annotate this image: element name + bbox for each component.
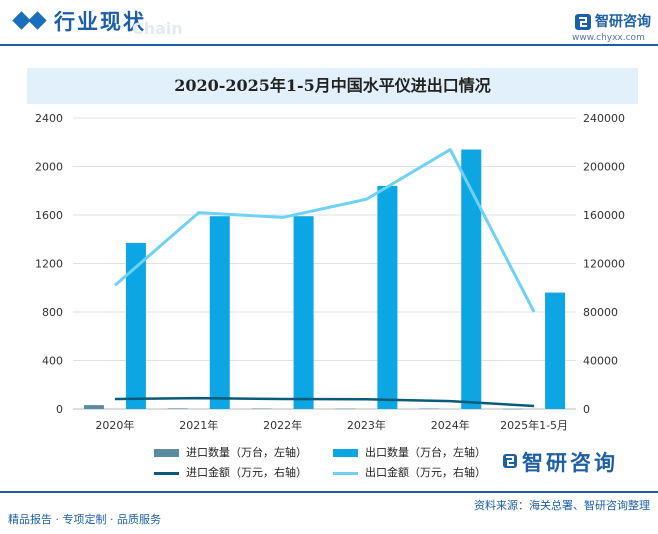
y-left-tick-label: 2000 — [35, 161, 63, 174]
bar-export-qty — [377, 185, 398, 409]
legend-label: 进口数量（万台，左轴） — [186, 446, 307, 459]
bar-export-qty — [461, 149, 482, 409]
legend-swatch — [154, 449, 179, 457]
y-right-tick-label: 200000 — [583, 161, 625, 174]
chart-legend: 进口数量（万台，左轴） 出口数量（万台，左轴） 进口金额（万元，右轴） 出口金额… — [0, 441, 658, 481]
footer-divider — [0, 491, 658, 493]
brand-name: 智研咨询 — [595, 14, 651, 30]
x-tick-label: 2025年1-5月 — [500, 418, 568, 432]
bar-export-qty — [293, 216, 314, 409]
y-left-tick-label: 1200 — [35, 258, 63, 271]
y-right-tick-label: 120000 — [583, 258, 625, 271]
legend-label: 出口数量（万台，左轴） — [365, 446, 486, 459]
diamond-icon — [28, 11, 47, 30]
chart-title: 2020-2025年1-5月中国水平仪进出口情况 — [174, 76, 491, 95]
bar-import-qty — [167, 408, 188, 409]
legend-swatch — [333, 472, 358, 475]
bar-import-qty — [503, 408, 524, 410]
bar-import-qty — [335, 408, 356, 410]
header-divider — [0, 44, 658, 46]
y-left-tick-label: 800 — [42, 306, 63, 319]
footer-logo-icon — [503, 454, 517, 468]
bar-export-qty — [209, 216, 230, 409]
source-note: 资料来源：海关总署、智研咨询整理 — [474, 499, 650, 512]
legend-label: 出口金额（万元，右轴） — [365, 466, 486, 479]
bar-import-qty — [251, 408, 272, 410]
legend-label: 进口金额（万元，右轴） — [186, 466, 307, 479]
x-tick-label: 2024年 — [431, 418, 470, 432]
y-right-tick-label: 160000 — [583, 209, 625, 222]
legend-swatch — [154, 472, 179, 475]
footer-slogan: 精品报告 · 专项定制 · 品质服务 — [8, 513, 161, 526]
bar-export-qty — [125, 242, 146, 409]
footer-brand-name: 智研咨询 — [522, 451, 618, 475]
bar-export-qty — [545, 292, 566, 409]
ghost-subtitle: Chain — [132, 19, 183, 38]
bar-import-qty — [419, 408, 440, 410]
y-right-tick-label: 40000 — [583, 355, 618, 368]
legend-swatch — [333, 449, 358, 457]
section-title: 行业现状 — [54, 10, 146, 34]
line-export-value — [113, 148, 536, 313]
x-tick-label: 2021年 — [179, 418, 218, 432]
chart-title-bar: 2020-2025年1-5月中国水平仪进出口情况 — [27, 68, 638, 104]
y-left-tick-label: 400 — [42, 355, 63, 368]
y-right-tick-label: 80000 — [583, 306, 618, 319]
y-left-tick-label: 2400 — [35, 112, 63, 125]
line-import-value — [114, 396, 535, 408]
y-left-tick-label: 0 — [56, 403, 63, 416]
y-right-tick-label: 240000 — [583, 112, 625, 125]
brand-logo-icon — [575, 14, 591, 30]
x-tick-label: 2020年 — [95, 418, 134, 432]
x-tick-label: 2023年 — [347, 418, 386, 432]
brand-url: www.chyxx.com — [572, 33, 645, 43]
page-header: 行业现状 Chain 智研咨询 www.chyxx.com — [0, 0, 658, 46]
y-left-tick-label: 1600 — [35, 209, 63, 222]
x-tick-label: 2022年 — [263, 418, 302, 432]
bar-import-qty — [83, 405, 104, 409]
y-right-tick-label: 0 — [583, 403, 590, 416]
chart-plot: 0 400 800 1200 1600 2000 2400 0 40000 80000 120000… — [35, 112, 625, 432]
